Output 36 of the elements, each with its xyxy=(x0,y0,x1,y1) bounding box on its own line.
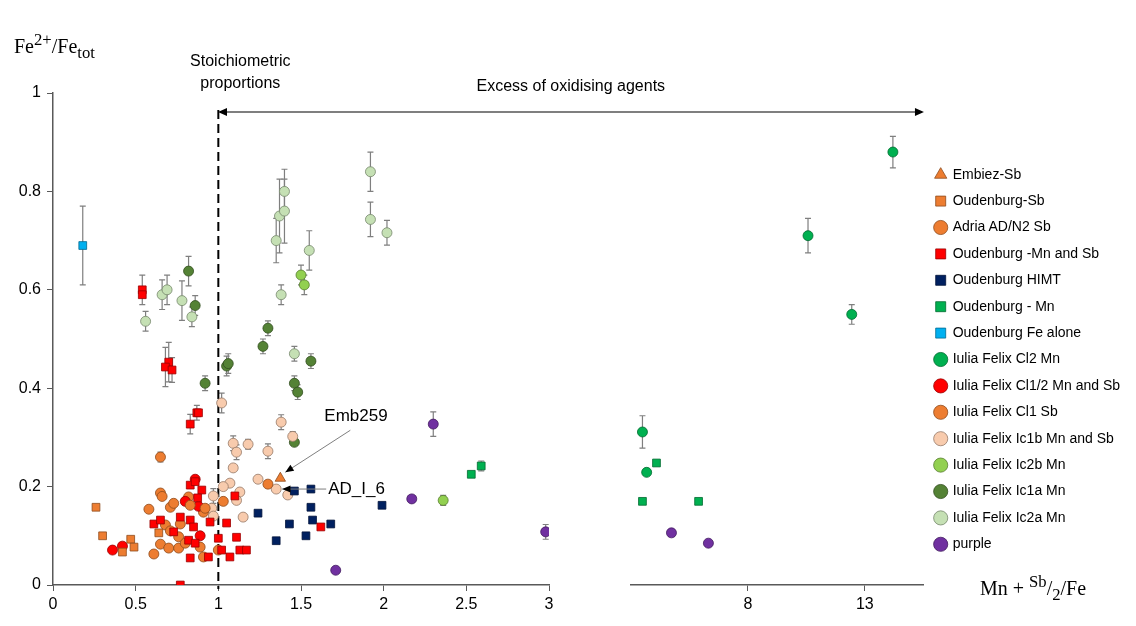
x-tick-label: 3 xyxy=(544,595,554,613)
legend-label: Iulia Felix Ic2b Mn xyxy=(952,455,1066,472)
legend-label: Iulia Felix Ic2a Mn xyxy=(952,508,1066,525)
legend-label: Iulia Felix Ic1b Mn and Sb xyxy=(952,429,1114,446)
x-tick-label: 8 xyxy=(743,595,753,613)
y-tick-label: 0 xyxy=(32,575,42,593)
legend-label: Embiez-Sb xyxy=(952,165,1022,182)
y-tick-label: 0.6 xyxy=(18,280,42,298)
y-axis-title: Fe$^{2+}$/Fe$_{tot}$ xyxy=(14,30,95,63)
y-tick-label: 0.2 xyxy=(18,477,42,495)
annotation: Emb259 xyxy=(324,405,388,425)
legend-label: Iulia Felix Cl1/2 Mn and Sb xyxy=(952,376,1121,393)
legend-label: Adria AD/N2 Sb xyxy=(952,218,1051,235)
x-tick-label: 0.5 xyxy=(124,595,147,613)
legend-label: Oudenburg HIMT xyxy=(952,271,1062,288)
annotation: AD_I_6 xyxy=(328,478,385,498)
legend-label: Iulia Felix Cl1 Sb xyxy=(952,403,1058,420)
x-axis-title: Mn + $^{Sb}$/$_{2}$/Fe xyxy=(980,572,1087,605)
y-tick-label: 0.8 xyxy=(18,181,42,199)
legend-label: Iulia Felix Cl2 Mn xyxy=(952,350,1061,367)
legend-label: Oudenburg-Sb xyxy=(952,191,1045,208)
y-tick-label: 1 xyxy=(32,83,42,101)
x-tick-label: 13 xyxy=(855,595,874,613)
ref-line-label: Stoichiometric proportions xyxy=(190,52,291,92)
legend-label: Oudenburg Fe alone xyxy=(952,323,1082,340)
annotation: Excess of oxidising agents xyxy=(476,77,666,95)
x-tick-label: 2 xyxy=(379,595,389,613)
y-tick-label: 0.4 xyxy=(18,378,42,396)
x-tick-label: 0 xyxy=(48,595,58,613)
legend-label: Oudenburg - Mn xyxy=(952,297,1055,314)
x-tick-label: 1 xyxy=(213,595,223,613)
legend-label: Iulia Felix Ic1a Mn xyxy=(952,482,1066,499)
x-tick-label: 1.5 xyxy=(289,595,313,613)
legend-label: Oudenburg -Mn and Sb xyxy=(952,244,1100,261)
x-tick-label: 2.5 xyxy=(455,595,478,613)
legend-label: purple xyxy=(952,535,992,552)
